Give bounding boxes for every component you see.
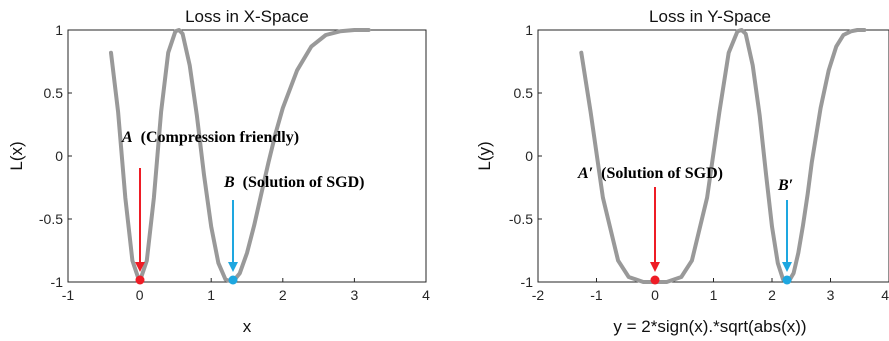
x-tick-label: 3 xyxy=(351,287,359,303)
chart-title: Loss in Y-Space xyxy=(649,7,771,26)
annotation-a-prime: A′ (Solution of SGD) xyxy=(577,165,723,285)
point-a xyxy=(135,275,145,285)
x-tick-label: 2 xyxy=(279,287,287,303)
y-tick-label: 0.5 xyxy=(514,85,534,101)
x-tick-label: 4 xyxy=(422,287,430,303)
y-tick-label: 0 xyxy=(55,148,63,164)
y-tick-label: -1 xyxy=(521,274,534,290)
point-a-prime xyxy=(650,275,660,285)
annotation-a: A (Compression friendly) xyxy=(121,129,299,285)
y-tick-label: 1 xyxy=(525,22,533,38)
y-tick-label: -0.5 xyxy=(509,211,533,227)
annotation-text-b: (Solution of SGD) xyxy=(243,174,365,191)
x-tick-label: -1 xyxy=(62,287,75,303)
y-tick-labels: -1 -0.5 0 0.5 1 xyxy=(39,22,72,290)
svg-text:B′: B′ xyxy=(777,177,793,194)
svg-text:A′ (Solution of SGD): A′ (Solution of SGD) xyxy=(577,165,723,182)
svg-text:B (Solution of SGD): B (Solution of SGD) xyxy=(223,174,364,191)
series-line xyxy=(579,28,867,284)
x-tick-label: 1 xyxy=(207,287,215,303)
annotation-var-a-prime: A′ xyxy=(577,165,593,182)
arrowhead-b-prime xyxy=(782,262,792,272)
y-tick-label: 1 xyxy=(55,22,63,38)
annotation-text-a: (Compression friendly) xyxy=(141,129,299,146)
y-axis-label: L(x) xyxy=(7,141,26,170)
y-tick-label: -1 xyxy=(51,274,64,290)
x-axis-label: y = 2*sign(x).*sqrt(abs(x)) xyxy=(613,317,806,336)
svg-text:A (Compression friendl: A (Compression friendly) xyxy=(121,129,299,146)
x-tick-label: -1 xyxy=(590,287,603,303)
x-tick-label: 0 xyxy=(136,287,144,303)
annotation-var-a: A xyxy=(121,129,133,146)
arrowhead-a xyxy=(135,262,145,272)
y-tick-label: 0.5 xyxy=(44,85,64,101)
arrowhead-b xyxy=(228,262,238,272)
annotation-text-a-prime: (Solution of SGD) xyxy=(601,165,723,182)
series-line xyxy=(109,28,371,284)
point-b-prime xyxy=(782,275,792,285)
x-tick-label: 3 xyxy=(827,287,835,303)
annotation-var-b: B xyxy=(223,174,235,191)
annotation-var-b-prime: B′ xyxy=(777,177,793,194)
chart-title: Loss in X-Space xyxy=(185,7,309,26)
point-b xyxy=(228,275,238,285)
x-tick-label: 2 xyxy=(768,287,776,303)
annotation-b-prime: B′ xyxy=(777,177,793,285)
y-tick-label: -0.5 xyxy=(39,211,63,227)
chart-right: Loss in Y-Space -1-0.500.51 -2 -1 0 1 2 3 4 y … xyxy=(475,7,889,336)
x-tick-label: 0 xyxy=(651,287,659,303)
y-axis-label: L(y) xyxy=(475,141,494,170)
chart-left: Loss in X-Space -1 -0.5 0 0.5 1 -1 0 1 2 3 4 x L(… xyxy=(7,7,430,336)
x-tick-label: -2 xyxy=(532,287,545,303)
annotation-b: B (Solution of SGD) xyxy=(223,174,364,285)
y-tick-labels: -1 -0.5 0 0.5 1 xyxy=(509,22,542,290)
x-tick-label: 1 xyxy=(710,287,718,303)
x-axis-label: x xyxy=(243,317,252,336)
arrowhead-a-prime xyxy=(650,262,660,272)
x-tick-label: 4 xyxy=(881,287,889,303)
y-tick-label: 0 xyxy=(525,148,533,164)
